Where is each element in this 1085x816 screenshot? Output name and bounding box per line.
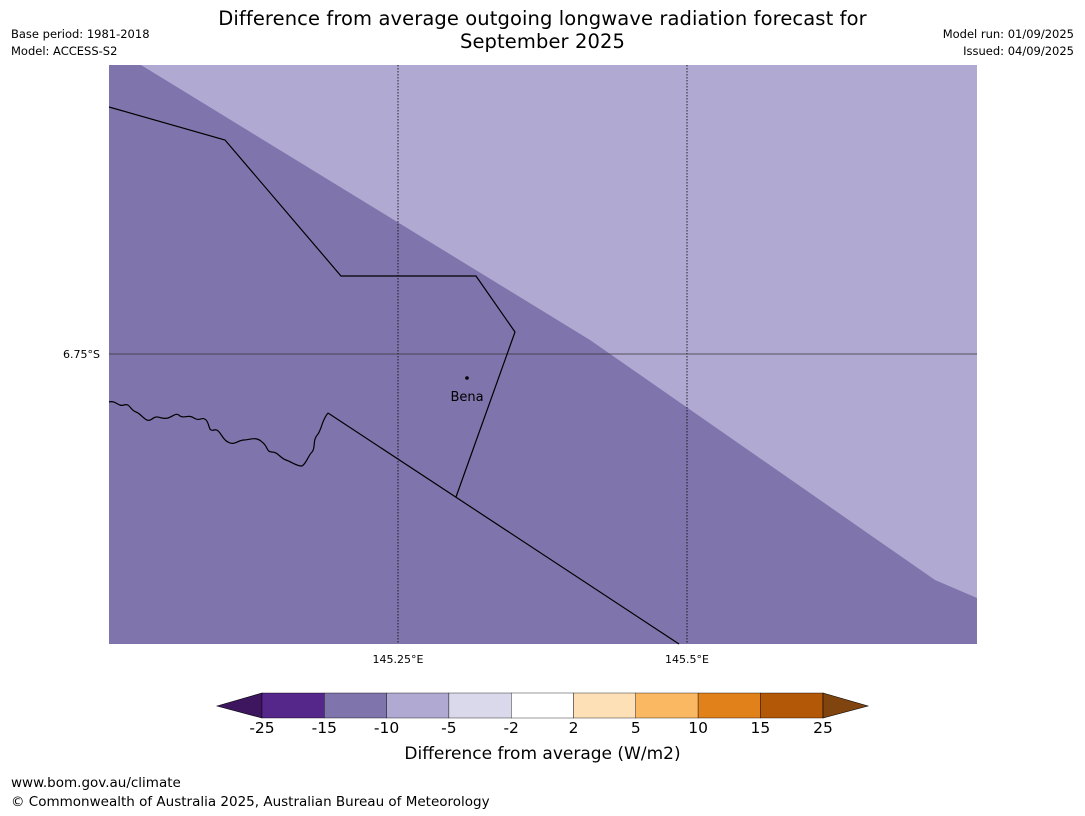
place-label-bena: Bena [450,390,483,405]
title-line-1: Difference from average outgoing longwav… [218,7,867,30]
colorbar-tick-label: 10 [688,719,708,737]
lat-tick-label: 6.75°S [63,348,100,361]
model-text: Model: ACCESS-S2 [11,44,118,58]
colorbar [215,692,870,719]
metadata-left: Base period: 1981-2018 Model: ACCESS-S2 [11,26,150,60]
colorbar-tick-label: -5 [441,719,457,737]
colorbar-tick-label: 25 [813,719,833,737]
footer-copyright: © Commonwealth of Australia 2025, Austra… [11,794,490,810]
province-boundary [108,106,516,498]
colorbar-tick-label: -25 [249,719,275,737]
colorbar-tick-label: 2 [568,719,579,737]
footer-url[interactable]: www.bom.gov.au/climate [11,775,181,791]
colorbar-tick-label: -10 [373,719,400,737]
chart-title: Difference from average outgoing longwav… [0,7,1085,53]
colorbar-bin-1 [261,692,325,719]
province-boundary-south [327,412,680,645]
colorbar-bin-6 [573,692,636,719]
colorbar-tick-label: 5 [630,719,641,737]
colorbar-tick-label: -2 [503,719,519,737]
issued-text: Issued: 04/09/2025 [963,44,1074,58]
colorbar-title: Difference from average (W/m2) [404,744,681,764]
title-line-2: September 2025 [459,30,625,53]
colorbar-bin-9 [760,692,824,719]
colorbar-extend-low [215,692,263,719]
colorbar-bin-3 [386,692,450,719]
colorbar-bin-2 [324,692,387,719]
colorbar-tick-label: 15 [750,719,771,737]
colorbar-bin-5 [511,692,574,719]
metadata-right: Model run: 01/09/2025 Issued: 04/09/2025 [943,26,1074,60]
river-line [108,401,329,467]
lon-tick-label-145-25: 145.25°E [373,653,424,666]
colorbar-tick-label: -15 [311,719,337,737]
model-run-text: Model run: 01/09/2025 [942,27,1074,41]
colorbar-extend-high [822,692,870,719]
location-marker[interactable] [465,376,469,380]
base-period-text: Base period: 1981-2018 [11,27,150,41]
colorbar-bin-4 [448,692,512,719]
lon-tick-label-145-5: 145.5°E [665,653,709,666]
colorbar-bin-8 [697,692,761,719]
colorbar-bin-7 [635,692,699,719]
map-region-outer [141,65,977,598]
